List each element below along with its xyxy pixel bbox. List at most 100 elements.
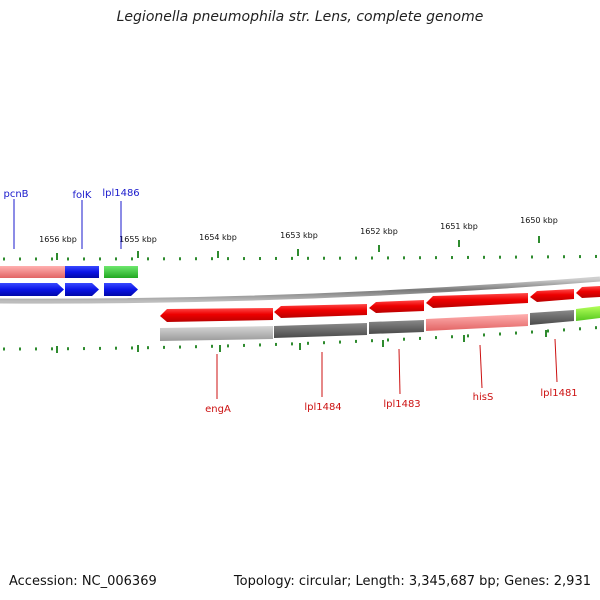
tick-dot [115, 346, 117, 350]
tick-dot [19, 347, 21, 351]
tick-dot [515, 331, 517, 335]
tick-dot [595, 254, 597, 258]
tick-dot [403, 337, 405, 341]
tick-dot [371, 256, 373, 260]
gene-label-lpl1486[interactable]: lpl1486 [102, 188, 139, 199]
tick-dot [579, 327, 581, 331]
tick-dot [211, 344, 213, 348]
tick-dot [595, 326, 597, 330]
tick-label: 1652 kbp [360, 227, 398, 236]
gene-label-folK[interactable]: folK [73, 190, 92, 201]
cds-arrow-lpl1486[interactable] [104, 283, 138, 296]
tick-dot [467, 255, 469, 259]
tick-dot [563, 255, 565, 259]
tick-dot [467, 334, 469, 338]
tick-label: 1650 kbp [520, 216, 558, 225]
tick-dot [499, 332, 501, 336]
tick-dot-rows [3, 254, 597, 351]
tick-dot [355, 339, 357, 343]
gene-label-engA[interactable]: engA [205, 404, 231, 415]
tick-dot [563, 328, 565, 332]
tick-dot [51, 257, 53, 261]
cds-arrow-lpl1484[interactable] [274, 304, 367, 318]
tick-dot [99, 346, 101, 350]
tick-dot [195, 257, 197, 261]
tick-dot [147, 257, 149, 261]
tick-dot [35, 257, 37, 261]
gene-bar-darkgray [369, 320, 424, 334]
gene-label-pcnB[interactable]: pcnB [3, 189, 28, 200]
tick-dot [275, 342, 277, 346]
cds-arrow-hisS[interactable] [426, 293, 528, 308]
tick-dot [531, 330, 533, 334]
tick-dot [291, 342, 293, 346]
accession-text: Accession: NC_006369 [9, 574, 157, 589]
gene-bar-green [104, 266, 138, 278]
topology-text: Topology: circular; Length: 3,345,687 bp… [233, 574, 591, 589]
tick-dot [195, 345, 197, 349]
gene-bar-darkgray [530, 310, 574, 325]
tick-dot [259, 257, 261, 261]
tick-dot [483, 255, 485, 259]
tick-dot [243, 257, 245, 261]
tick-dot [499, 255, 501, 259]
cds-arrow-lpl1481[interactable] [530, 289, 574, 302]
tick-dot [323, 256, 325, 260]
tick-dot [83, 347, 85, 351]
tick-dot [515, 255, 517, 259]
tick-dot [435, 256, 437, 260]
tick-dot [3, 347, 5, 351]
gene-label-lpl1481[interactable]: lpl1481 [540, 388, 577, 399]
tick-label: 1655 kbp [119, 235, 157, 244]
gene-label-hisS[interactable]: hisS [473, 392, 494, 403]
genome-title: Legionella pneumophila str. Lens, comple… [116, 9, 484, 25]
label-leader-line [398, 348, 401, 395]
tick-dot [435, 336, 437, 340]
cds-arrow-folK[interactable] [65, 283, 99, 296]
position-ticks: 1656 kbp 1655 kbp 1654 kbp 1653 kbp 1652… [39, 216, 558, 260]
cds-arrow-engA[interactable] [160, 308, 273, 322]
gene-bar-pink [0, 266, 65, 278]
tick-dot [579, 255, 581, 259]
gene-bar-blue [65, 266, 99, 278]
tick-dot [531, 255, 533, 259]
reverse-gene-labels: engA lpl1484 lpl1483 hisS lpl1481 [205, 338, 578, 415]
tick-dot [19, 257, 21, 261]
tick-label: 1651 kbp [440, 222, 478, 231]
reverse-features [160, 286, 600, 341]
gene-bar-lime [576, 306, 600, 321]
tick-dot [3, 257, 5, 261]
tick-dot [179, 345, 181, 349]
tick-dot [147, 346, 149, 350]
tick-dot [451, 335, 453, 339]
tick-dot [227, 257, 229, 261]
label-leader-line [554, 338, 558, 383]
genome-backbone [0, 276, 600, 304]
cds-arrow-partial[interactable] [576, 286, 600, 298]
tick-dot [547, 329, 549, 333]
tick-label: 1654 kbp [199, 233, 237, 242]
tick-dot [259, 343, 261, 347]
forward-gene-labels: pcnB folK lpl1486 [3, 188, 140, 249]
cds-arrow-lpl1483[interactable] [369, 300, 424, 313]
tick-dot [419, 336, 421, 340]
tick-dot [307, 256, 309, 260]
tick-dot [99, 257, 101, 261]
tick-dot [67, 257, 69, 261]
tick-dot [483, 333, 485, 337]
cds-arrow-pcnB[interactable] [0, 283, 64, 296]
tick-dot [339, 340, 341, 344]
tick-dot [67, 347, 69, 351]
tick-dot [307, 341, 309, 345]
tick-dot [51, 347, 53, 351]
lower-ticks [56, 330, 547, 353]
tick-dot [243, 343, 245, 347]
tick-dot [371, 339, 373, 343]
gene-label-lpl1484[interactable]: lpl1484 [304, 402, 341, 413]
gene-label-lpl1483[interactable]: lpl1483 [383, 399, 420, 410]
tick-dot [547, 255, 549, 259]
label-leader-line [479, 344, 483, 389]
tick-dot [227, 344, 229, 348]
tick-dot [291, 256, 293, 260]
